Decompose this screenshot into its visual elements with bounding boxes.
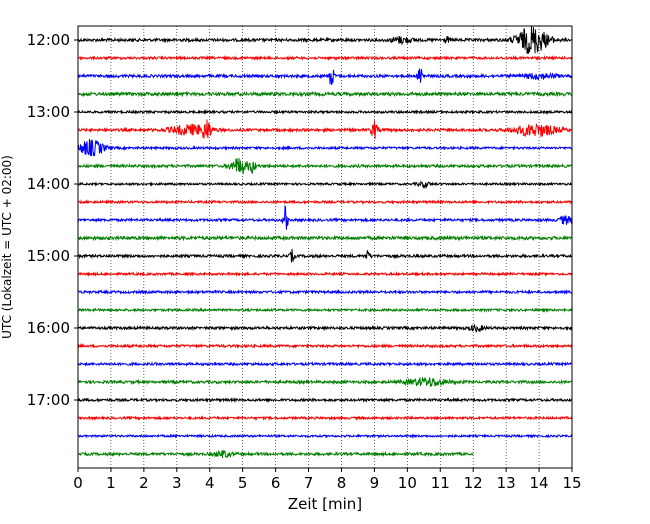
trace-1400 [77, 180, 573, 190]
plot-area-frame [77, 25, 573, 469]
x-tick-label-0: 0 [73, 474, 83, 492]
y-tick-label-1200: 12:00 [27, 31, 70, 49]
axis-layer: 0 1 2 3 4 5 6 7 8 9 10 11 12 13 14 1512:0013:0014:0015:… [27, 31, 582, 492]
trace-1745 [77, 449, 474, 459]
trace-1330 [77, 139, 573, 157]
trace-1530 [77, 288, 573, 296]
trace-1715 [77, 415, 573, 421]
x-tick-label-11: 11 [431, 474, 450, 492]
y-tick-label-1400: 14:00 [27, 175, 70, 193]
x-tick-label-12: 12 [464, 474, 483, 492]
trace-1700 [77, 396, 573, 404]
x-tick-label-3: 3 [172, 474, 182, 492]
x-tick-label-2: 2 [139, 474, 149, 492]
trace-1615 [77, 342, 573, 350]
x-tick-label-9: 9 [370, 474, 380, 492]
grid-layer [110, 26, 540, 468]
trace-1545 [77, 307, 573, 313]
trace-1630 [77, 360, 573, 368]
trace-1515 [77, 270, 573, 278]
x-axis-label: Zeit [min] [288, 495, 362, 513]
trace-1445 [77, 234, 573, 242]
x-tick-label-15: 15 [562, 474, 581, 492]
trace-1200 [77, 26, 573, 54]
trace-1230 [77, 68, 573, 85]
trace-1600 [77, 324, 573, 333]
trace-1500 [77, 248, 573, 263]
x-tick-label-5: 5 [238, 474, 248, 492]
trace-1300 [77, 109, 573, 116]
trace-1730 [77, 433, 573, 439]
x-tick-label-14: 14 [530, 474, 549, 492]
trace-1345 [77, 157, 573, 175]
x-tick-label-4: 4 [205, 474, 215, 492]
x-tick-label-13: 13 [497, 474, 516, 492]
x-tick-label-7: 7 [304, 474, 314, 492]
trace-1645 [77, 376, 573, 387]
trace-1430 [77, 204, 573, 230]
trace-1215 [77, 54, 573, 62]
trace-1315 [77, 119, 573, 140]
x-tick-label-6: 6 [271, 474, 281, 492]
x-tick-label-10: 10 [398, 474, 417, 492]
y-tick-label-1600: 16:00 [27, 319, 70, 337]
trace-1415 [77, 199, 573, 206]
x-tick-label-1: 1 [106, 474, 116, 492]
y-axis-label: UTC (Lokalzeit = UTC + 02:00) [0, 155, 14, 339]
trace-layer [77, 26, 573, 459]
x-tick-label-8: 8 [337, 474, 347, 492]
y-tick-label-1500: 15:00 [27, 247, 70, 265]
y-tick-label-1700: 17:00 [27, 391, 70, 409]
trace-1245 [77, 90, 573, 98]
y-tick-label-1300: 13:00 [27, 103, 70, 121]
